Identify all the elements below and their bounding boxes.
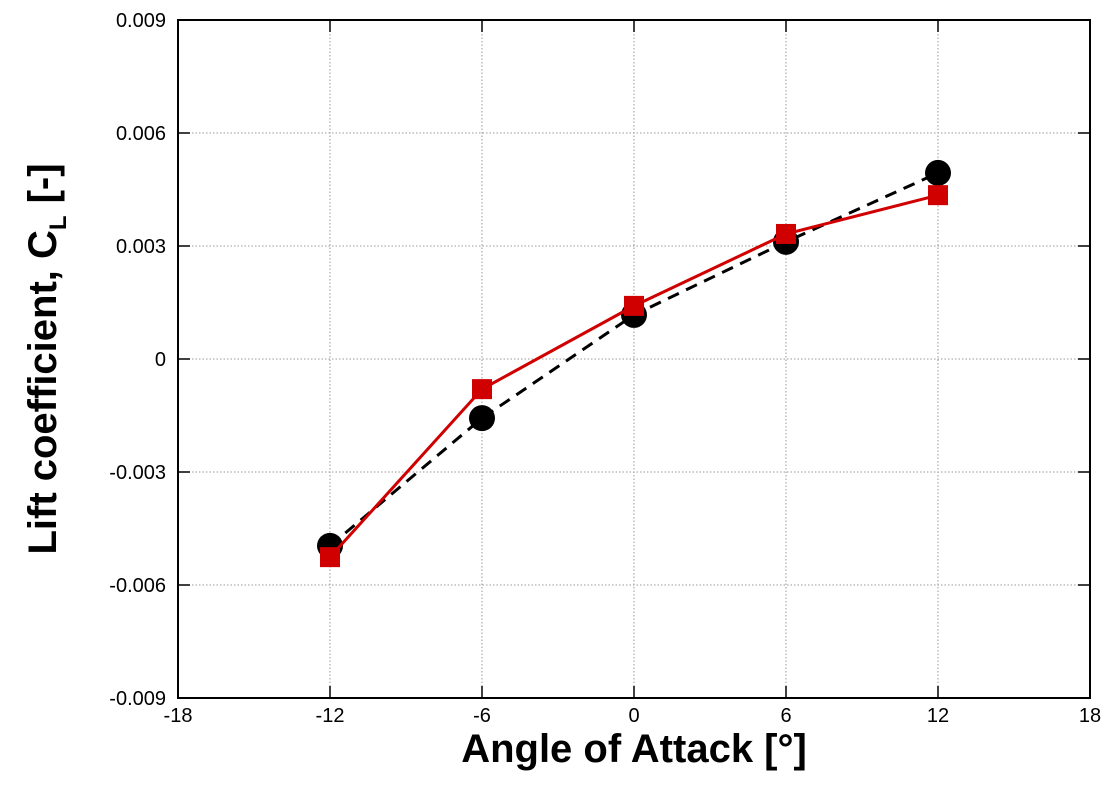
y-tick-label: -0.009 — [109, 688, 166, 710]
y-tick-label: 0.003 — [116, 236, 166, 258]
marker — [776, 223, 796, 244]
marker — [469, 405, 495, 432]
x-tick-label: -18 — [164, 705, 193, 727]
y-axis-title-main: Lift coefficient, C — [21, 230, 65, 554]
marker — [928, 185, 948, 206]
y-tick-label: 0.006 — [116, 123, 166, 145]
y-tick-label: 0.009 — [116, 10, 166, 32]
plot-frame — [177, 19, 1091, 699]
y-axis-title: Lift coefficient, CL [-] — [21, 163, 72, 554]
marker — [925, 159, 951, 186]
y-axis-title-unit: [-] — [21, 163, 65, 203]
y-tick-label: -0.006 — [109, 575, 166, 597]
marker — [320, 547, 340, 568]
x-tick-label: -12 — [316, 705, 345, 727]
marker — [472, 379, 492, 400]
marker — [624, 295, 644, 316]
y-tick-label: -0.003 — [109, 462, 166, 484]
series-line — [328, 193, 939, 559]
x-tick-label: 12 — [927, 705, 949, 727]
x-tick-label: 18 — [1079, 705, 1101, 727]
x-tick-label: -6 — [473, 705, 491, 727]
y-tick-label: 0 — [155, 349, 166, 371]
y-axis-title-subscript: L — [45, 215, 72, 230]
x-tick-label: 6 — [780, 705, 791, 727]
x-axis-title: Angle of Attack [°] — [461, 727, 807, 771]
x-tick-label: 0 — [628, 705, 639, 727]
